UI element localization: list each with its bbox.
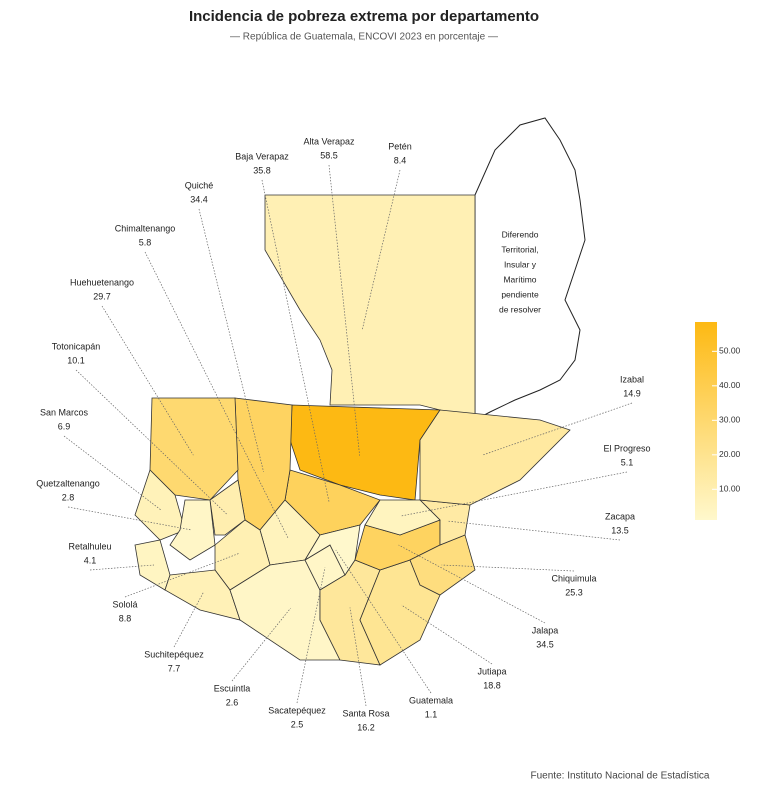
department-value: 25.3 <box>565 587 583 597</box>
annotation: Marítimo <box>503 274 536 284</box>
leader-line <box>144 251 289 539</box>
department-value: 6.9 <box>58 421 71 431</box>
map-subtitle: — República de Guatemala, ENCOVI 2023 en… <box>230 32 498 43</box>
department-value: 10.1 <box>67 355 85 365</box>
leader-line <box>401 604 493 665</box>
leader-line <box>198 208 264 472</box>
leader-line <box>173 592 204 648</box>
department-name: Retalhuleu <box>68 541 111 551</box>
department-value: 14.9 <box>623 388 641 398</box>
colorbar <box>695 322 717 520</box>
leader-line <box>328 164 360 456</box>
leader-line <box>361 169 401 331</box>
department-value: 2.5 <box>291 719 304 729</box>
department-value: 7.7 <box>168 663 181 673</box>
department-value: 5.8 <box>139 237 152 247</box>
department-name: Escuintla <box>214 683 251 693</box>
department-value: 4.1 <box>84 555 97 565</box>
leader-line <box>231 607 291 682</box>
annotation: Insular y <box>504 259 537 269</box>
department-name: Jalapa <box>532 625 559 635</box>
colorbar-tick-label: 30.00 <box>719 415 741 425</box>
department <box>209 479 246 536</box>
department <box>364 499 441 536</box>
department-value: 8.8 <box>119 613 132 623</box>
leader-line <box>63 435 162 511</box>
department <box>134 469 186 541</box>
department-name: Totonicapán <box>52 341 101 351</box>
department-name: San Marcos <box>40 407 89 417</box>
map-title: Incidencia de pobreza extrema por depart… <box>189 8 539 25</box>
department-value: 5.1 <box>621 457 634 467</box>
annotation: pendiente <box>501 289 539 299</box>
belize-outline <box>474 117 586 421</box>
department-name: Chimaltenango <box>115 223 176 233</box>
department-name: Chiquimula <box>551 573 596 583</box>
department-name: Quiché <box>185 180 214 190</box>
department-name: Jutiapa <box>477 666 506 676</box>
department-value: 13.5 <box>611 525 629 535</box>
department-value: 29.7 <box>93 291 111 301</box>
leader-line <box>101 305 194 456</box>
leader-line <box>398 544 546 624</box>
department-name: Santa Rosa <box>342 708 389 718</box>
colorbar-tick-label: 50.00 <box>719 346 741 356</box>
department-value: 34.4 <box>190 194 208 204</box>
source: Fuente: Instituto Nacional de Estadístic… <box>531 771 710 782</box>
department-value: 58.5 <box>320 150 338 160</box>
department-value: 34.5 <box>536 639 554 649</box>
colorbar-tick-label: 40.00 <box>719 380 741 390</box>
leader-line <box>446 520 621 541</box>
department-name: Guatemala <box>409 695 453 705</box>
department-name: Zacapa <box>605 511 635 521</box>
department <box>264 194 476 421</box>
department-name: Baja Verapaz <box>235 151 289 161</box>
department <box>419 409 571 506</box>
department-name: Alta Verapaz <box>303 136 355 146</box>
department-name: El Progreso <box>603 443 650 453</box>
department <box>169 499 216 561</box>
department-value: 2.6 <box>226 697 239 707</box>
department-value: 18.8 <box>483 680 501 690</box>
department-name: Petén <box>388 141 412 151</box>
leader-line <box>482 402 633 456</box>
department-value: 16.2 <box>357 722 375 732</box>
department-name: Suchitepéquez <box>144 649 204 659</box>
leader-line <box>261 179 330 503</box>
department-name: Sololá <box>112 599 137 609</box>
colorbar-tick-label: 20.00 <box>719 449 741 459</box>
department-value: 8.4 <box>394 155 407 165</box>
annotation: Diferendo <box>502 229 539 239</box>
department-name: Huehuetenango <box>70 277 134 287</box>
department-value: 1.1 <box>425 709 438 719</box>
leader-line <box>441 564 575 572</box>
leader-line <box>124 553 240 598</box>
department-value: 2.8 <box>62 492 75 502</box>
department-value: 35.8 <box>253 165 271 175</box>
colorbar-tick-label: 10.00 <box>719 484 741 494</box>
annotation: de resolver <box>499 304 541 314</box>
department-name: Quetzaltenango <box>36 478 100 488</box>
department <box>134 539 171 591</box>
annotation: Territorial, <box>501 244 538 254</box>
leader-line <box>400 471 628 517</box>
leader-line <box>296 567 326 704</box>
department-name: Izabal <box>620 374 644 384</box>
department <box>304 524 361 576</box>
department-name: Sacatepéquez <box>268 705 326 715</box>
